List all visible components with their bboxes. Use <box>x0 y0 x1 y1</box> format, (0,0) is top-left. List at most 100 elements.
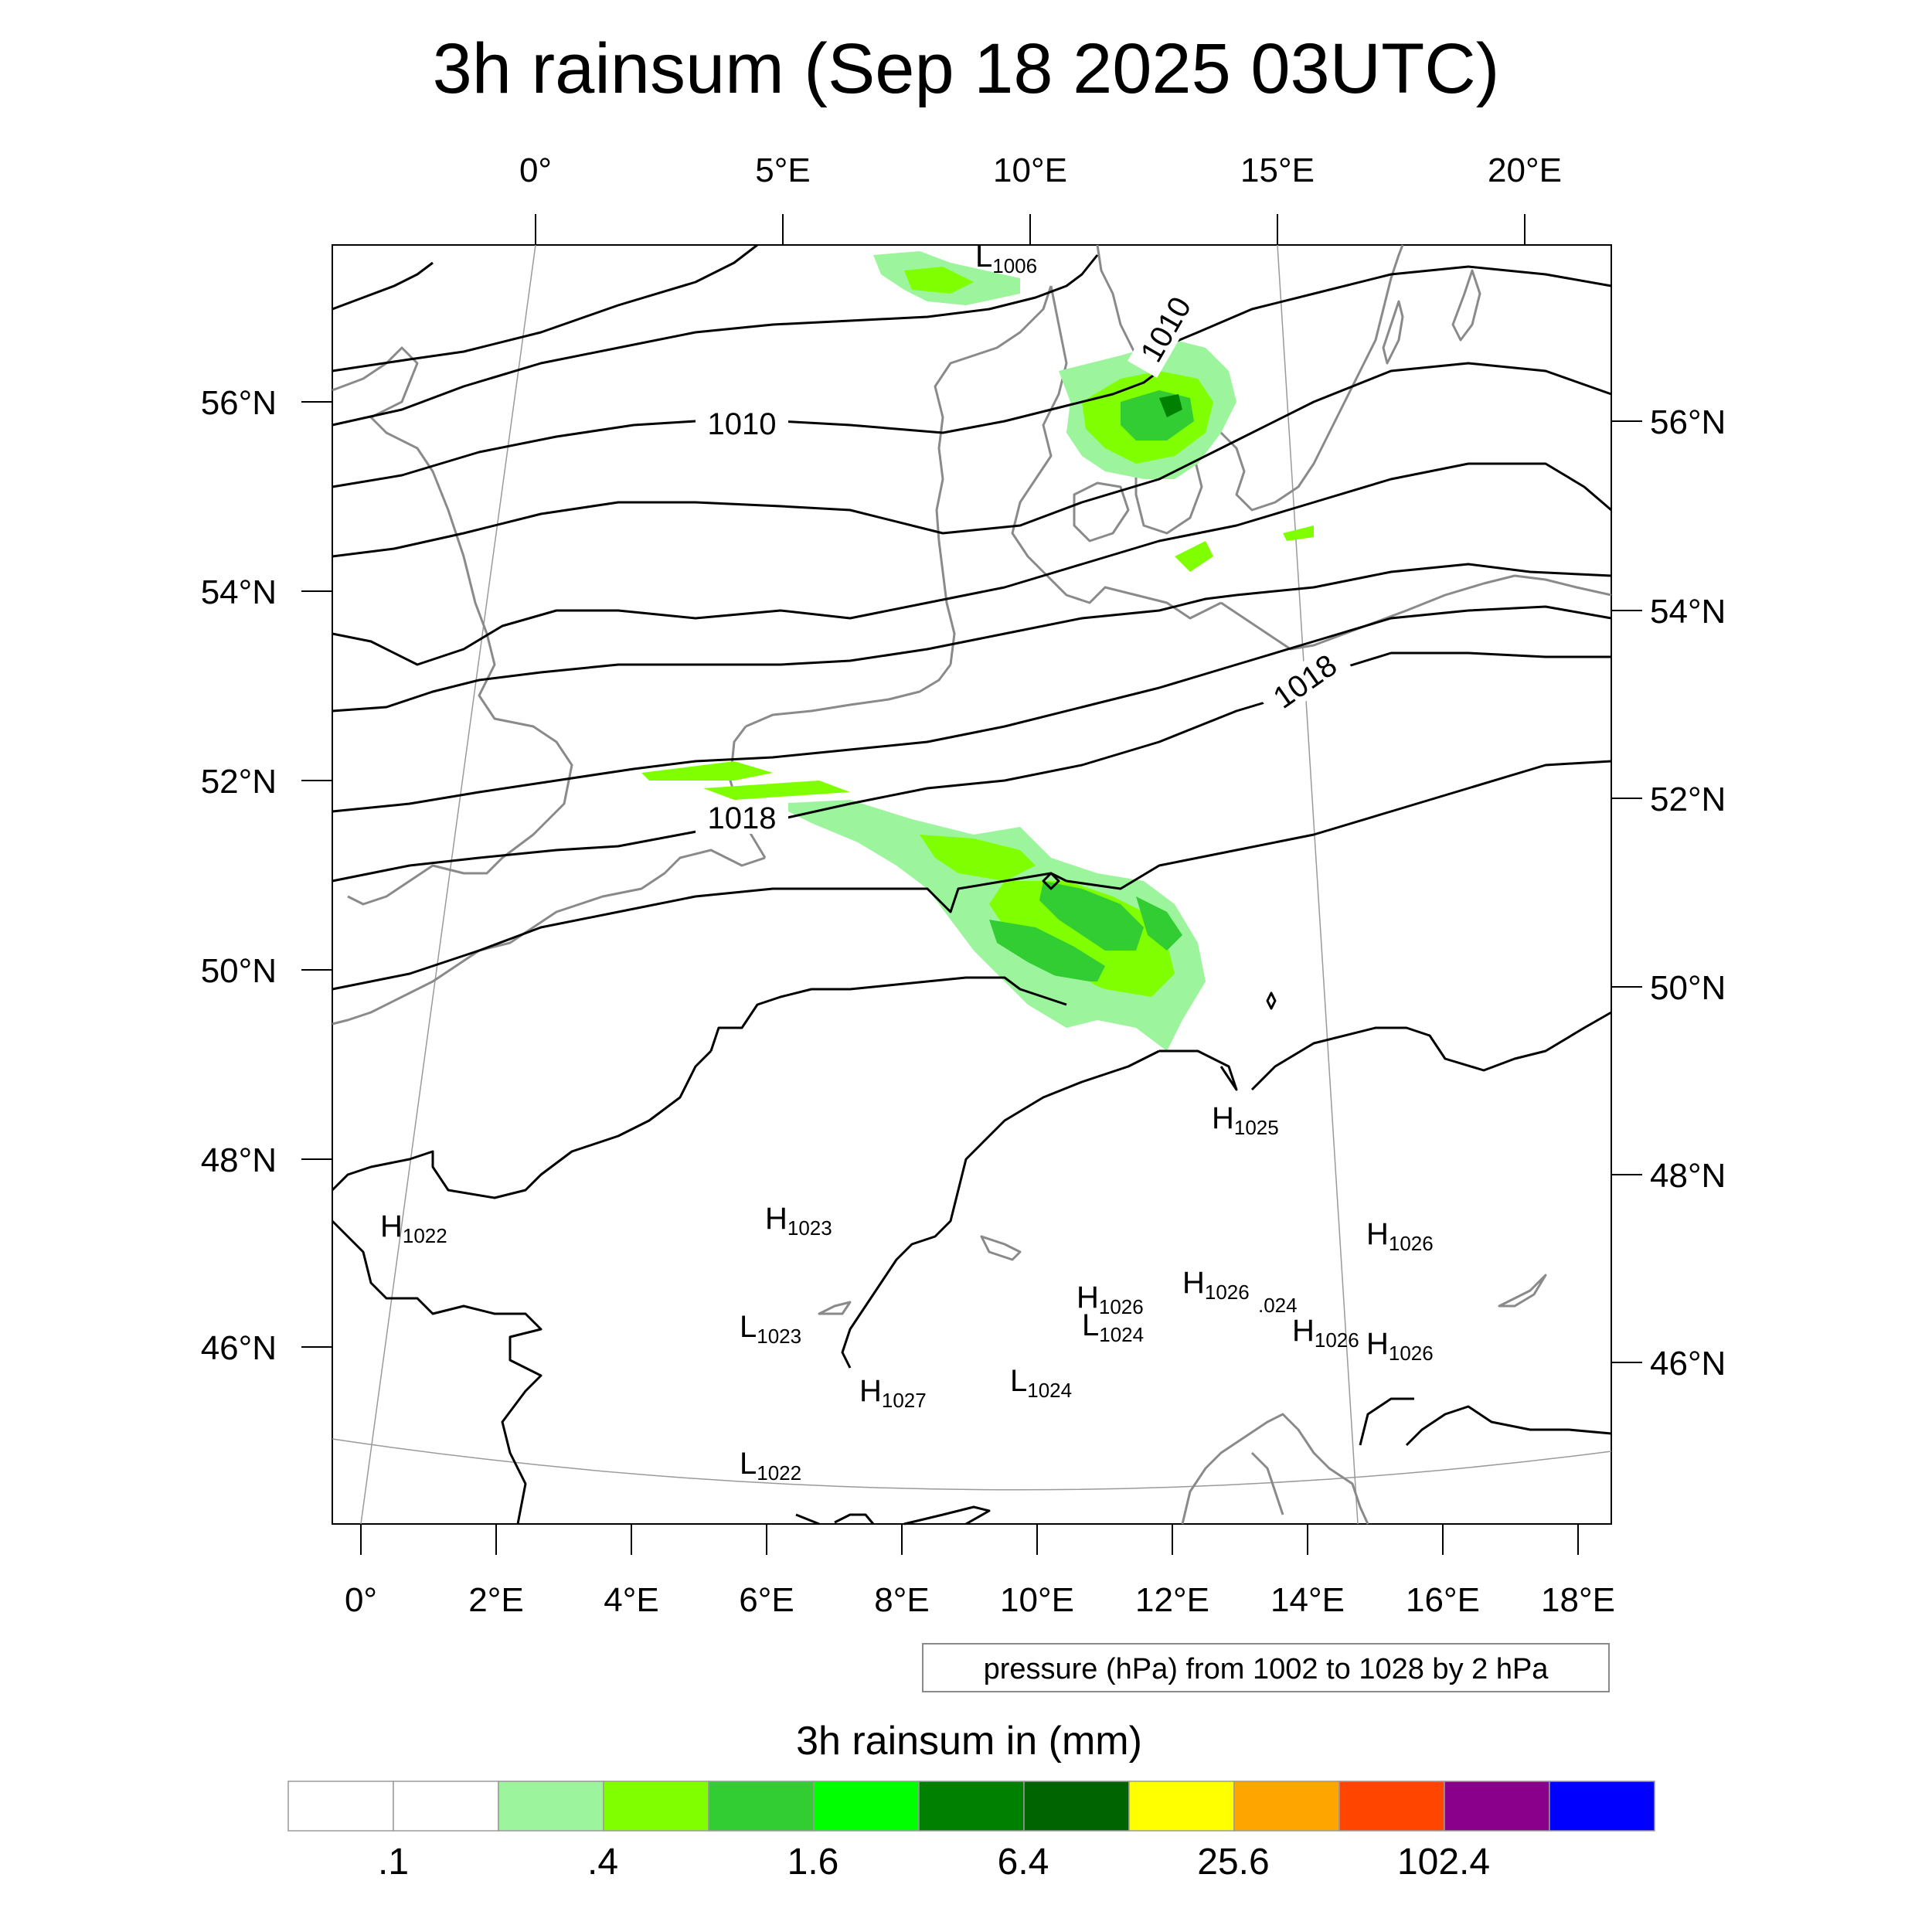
map-title: 3h rainsum (Sep 18 2025 03UTC) <box>433 29 1500 108</box>
pressure-center: L1022 <box>740 1447 801 1485</box>
isobar-7 <box>332 872 1067 991</box>
isobar-11 <box>1405 1405 1612 1447</box>
bottom-lon-label: 18°E <box>1541 1581 1615 1619</box>
isobar-7-east <box>1066 760 1612 890</box>
pressure-center: L1024 <box>1010 1364 1072 1402</box>
meridian-0 <box>360 244 536 1525</box>
colorbar <box>287 1781 1655 1832</box>
pressure-center: H1026 <box>1292 1314 1359 1352</box>
coast-adriatic-north <box>1181 1413 1369 1525</box>
isobar-8 <box>709 976 1067 1052</box>
bottom-lon-label: 8°E <box>874 1581 929 1619</box>
coast-benelux-france <box>332 849 766 1026</box>
left-lat-label: 56°N <box>201 384 277 422</box>
isobar-8-mid <box>1159 1049 1238 1091</box>
colorbar-box <box>1549 1781 1655 1832</box>
bottom-lon-label: 14°E <box>1270 1581 1345 1619</box>
pressure-center: H1026 <box>1077 1281 1144 1318</box>
coastlines <box>332 244 1612 1525</box>
isobar-14 <box>834 1513 875 1525</box>
rain-patch-north-sea-core <box>904 267 974 294</box>
pressure-center: H1026 <box>1182 1266 1250 1304</box>
left-lat-labels: 56°N 54°N 52°N 50°N 48°N 46°N <box>201 384 277 1367</box>
pressure-centers: L1006 H1025 H1022 H1023 H1026 H1026 H102… <box>380 240 1434 1485</box>
isobar-5-east <box>1236 563 1612 597</box>
bottom-lon-label: 4°E <box>604 1581 658 1619</box>
info-box-text: pressure (hPa) from 1002 to 1028 by 2 hP… <box>984 1653 1549 1685</box>
isobar-small-closed <box>1042 872 1060 890</box>
colorbar-label: .1 <box>378 1842 409 1883</box>
island-gotland <box>1451 269 1481 342</box>
bottom-lon-label: 6°E <box>739 1581 794 1619</box>
right-lat-label: 46°N <box>1650 1345 1726 1383</box>
left-lat-label: 54°N <box>201 573 277 611</box>
pressure-center: H1022 <box>380 1209 447 1247</box>
left-lat-label: 52°N <box>201 763 277 801</box>
colorbar-label: 6.4 <box>998 1842 1049 1883</box>
island-funen <box>1073 481 1130 543</box>
isobar-9-west <box>331 1049 713 1199</box>
colorbar-box <box>1444 1781 1550 1832</box>
rain-band-west-1 <box>641 761 773 781</box>
right-lat-label: 56°N <box>1650 403 1726 441</box>
isobar-nw-corner <box>332 261 434 311</box>
isobar-5 <box>332 594 1237 713</box>
meridian-15e <box>1277 244 1359 1525</box>
colorbar-label: 25.6 <box>1197 1842 1269 1883</box>
rain-patch-baltic-small-2 <box>1283 526 1314 541</box>
isobar-small-closed-2 <box>1266 992 1277 1010</box>
isobar-8-east <box>1250 1011 1612 1091</box>
colorbar-box <box>813 1781 920 1832</box>
rain-patch-baltic-small <box>1175 541 1213 572</box>
isobar-label: 1018 <box>708 801 777 835</box>
pressure-center: H1025 <box>1212 1101 1279 1139</box>
rain-band-main-core-1 <box>1039 881 1144 951</box>
colorbar-box <box>603 1781 709 1832</box>
top-lon-label: 15°E <box>1240 151 1315 189</box>
coast-baltic-south <box>1220 574 1612 651</box>
isobar-1010a-east <box>1151 265 1612 353</box>
colorbar-label: 1.6 <box>787 1842 839 1883</box>
isobar-1 <box>332 243 758 372</box>
bottom-lon-label: 2°E <box>468 1581 523 1619</box>
right-lat-label: 50°N <box>1650 969 1726 1007</box>
isobar-label-fragment: .024 <box>1258 1294 1298 1317</box>
top-lon-label: 5°E <box>755 151 810 189</box>
coast-sweden <box>1096 244 1404 512</box>
rain-band-main-core-2 <box>989 920 1105 981</box>
coast-istria <box>1250 1451 1284 1515</box>
right-lat-label: 54°N <box>1650 593 1726 631</box>
colorbar-box <box>287 1781 394 1832</box>
rain-band-main-inner-1 <box>920 835 1036 881</box>
parallel-45n <box>332 1438 1612 1491</box>
bottom-lon-label: 0° <box>345 1581 377 1619</box>
coast-frisian <box>745 664 952 728</box>
colorbar-box <box>1233 1781 1340 1832</box>
rain-shading <box>641 251 1314 1051</box>
bottom-lon-label: 10°E <box>1000 1581 1074 1619</box>
island-oland <box>1382 300 1404 365</box>
pressure-center: L1006 <box>975 240 1037 277</box>
isobars <box>331 243 1612 1526</box>
isobar-9-south <box>331 1219 543 1525</box>
isobar-label: 1010 <box>708 407 777 441</box>
left-lat-label: 46°N <box>201 1329 277 1367</box>
rain-band-south-tail <box>1043 974 1113 1005</box>
colorbar-title: 3h rainsum in (mm) <box>796 1719 1142 1764</box>
bottom-lon-labels: 0° 2°E 4°E 6°E 8°E 10°E 12°E 14°E 16°E 1… <box>345 1581 1615 1619</box>
isobar-12 <box>1359 1397 1414 1446</box>
left-lat-label: 50°N <box>201 952 277 990</box>
isobar-13 <box>795 1513 820 1526</box>
top-lon-labels: 0° 5°E 10°E 15°E 20°E <box>519 151 1562 189</box>
isobar-1018-mid <box>780 698 1276 821</box>
axis-ticks <box>301 214 1642 1555</box>
colorbar-label: 102.4 <box>1397 1842 1490 1883</box>
right-lat-label: 52°N <box>1650 781 1726 818</box>
colorbar-box <box>1023 1781 1130 1832</box>
colorbar-labels: .1 .4 1.6 6.4 25.6 102.4 <box>378 1842 1490 1883</box>
pressure-center: H1026 <box>1366 1217 1434 1255</box>
top-lon-label: 0° <box>519 151 552 189</box>
isobar-2 <box>332 254 1099 427</box>
top-lon-label: 10°E <box>993 151 1067 189</box>
